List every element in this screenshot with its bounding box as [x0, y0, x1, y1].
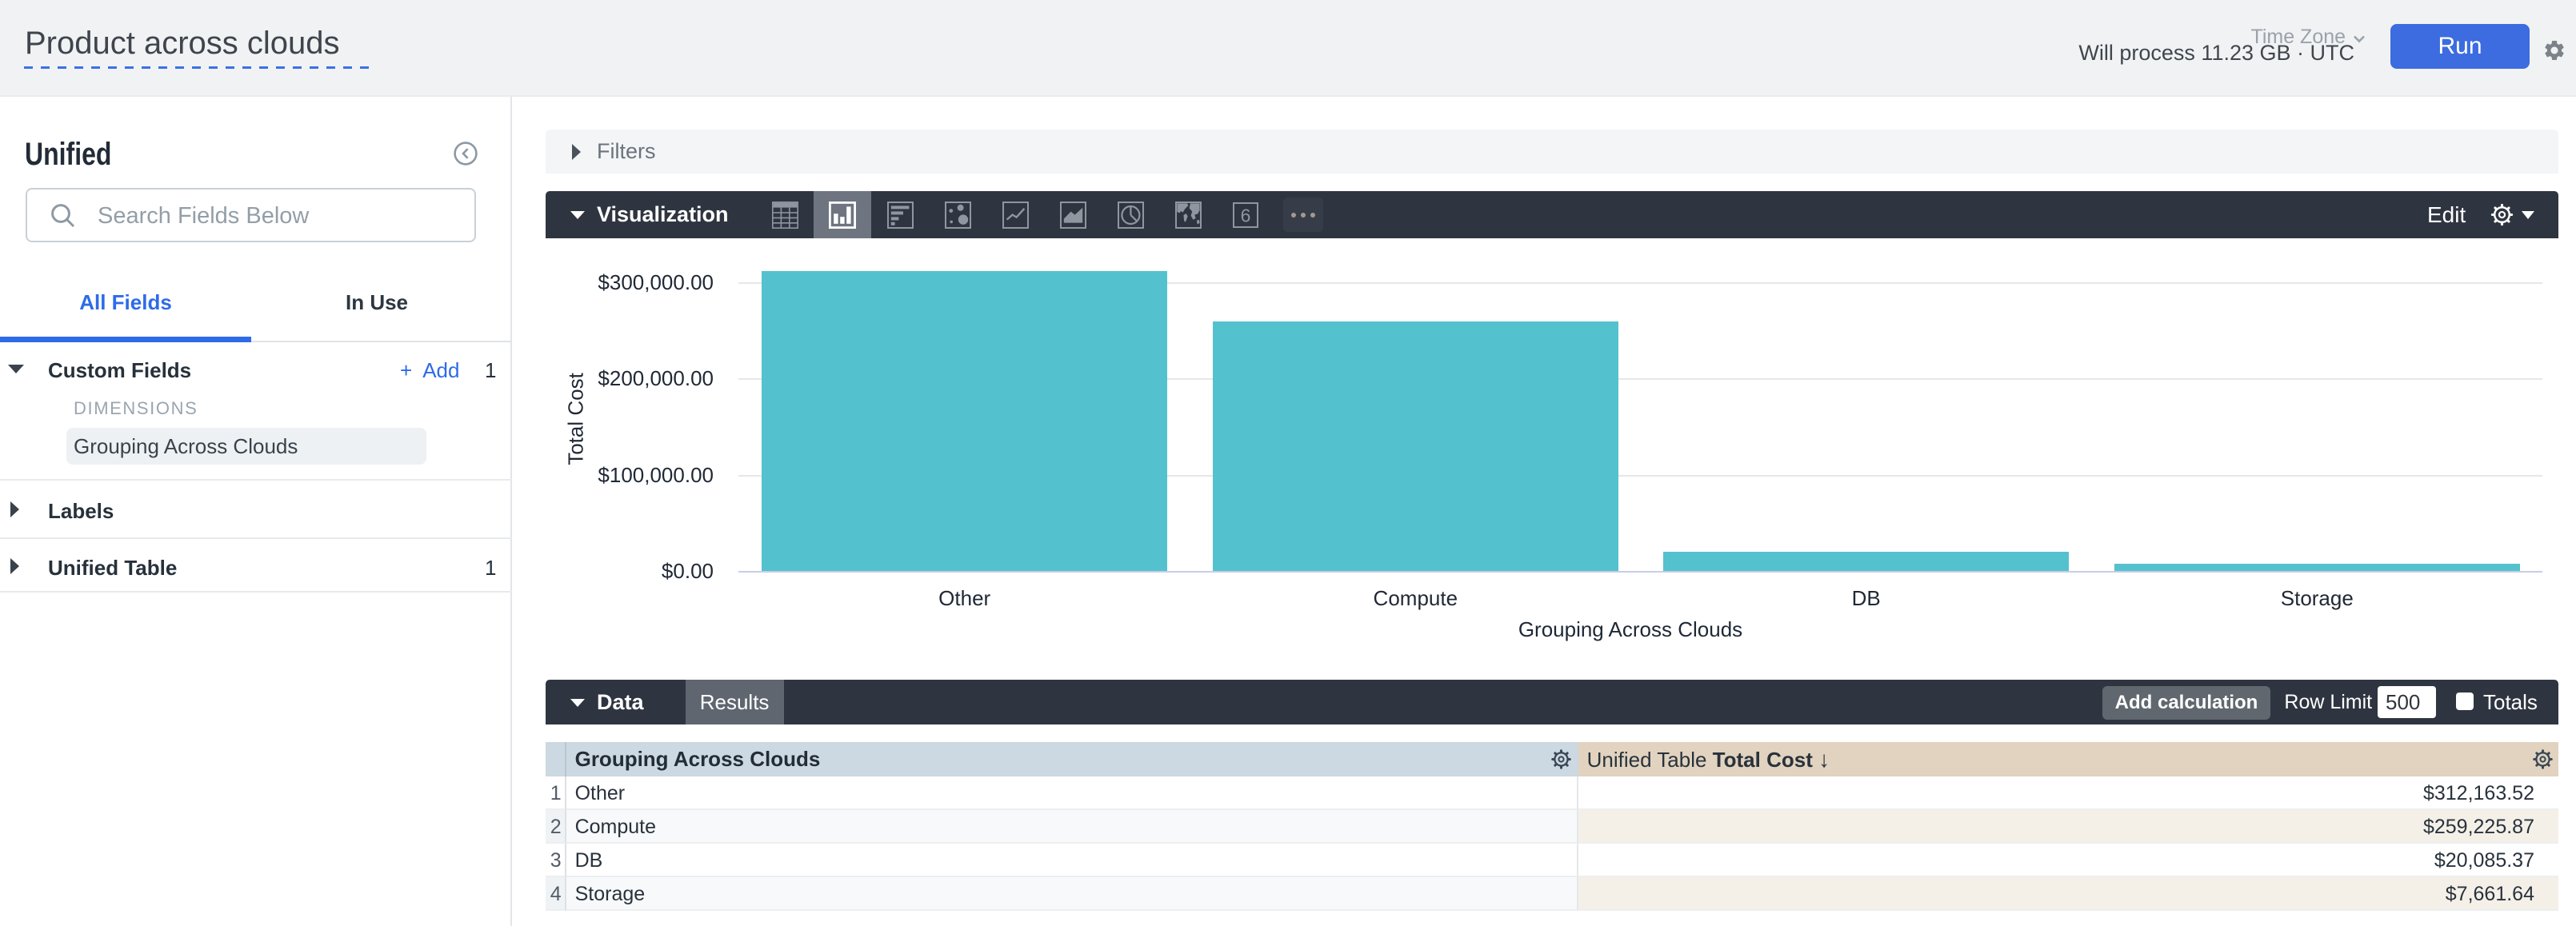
- svg-text:6: 6: [1241, 205, 1251, 226]
